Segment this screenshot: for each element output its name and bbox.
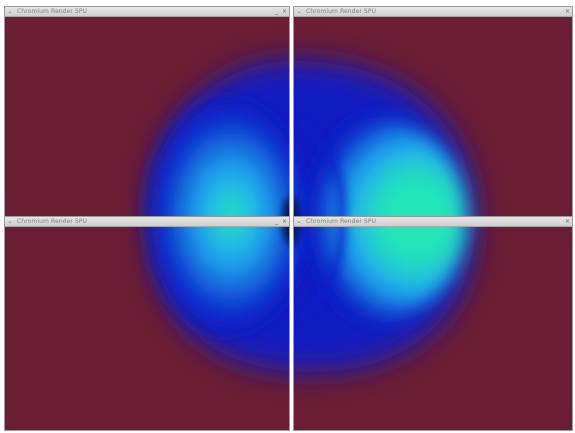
chevron-down-icon[interactable]: ⌄ — [296, 8, 302, 15]
render-window-bottom-left[interactable]: ⌄ Chromium Render SPU _ × — [4, 216, 290, 431]
render-window-top-right[interactable]: ⌄ Chromium Render SPU × — [293, 6, 573, 218]
render-window-bottom-right[interactable]: ⌄ Chromium Render SPU × — [293, 216, 573, 431]
window-titlebar[interactable]: ⌄ Chromium Render SPU _ × — [5, 217, 289, 227]
window-title: Chromium Render SPU — [17, 218, 88, 225]
close-icon[interactable]: × — [281, 8, 288, 15]
volume-render-svg — [5, 227, 289, 430]
chevron-down-icon[interactable]: ⌄ — [7, 8, 13, 15]
window-title: Chromium Render SPU — [17, 8, 88, 15]
close-icon[interactable]: × — [281, 218, 288, 225]
field-left-lobe — [141, 98, 289, 217]
volume-render-layer — [294, 227, 572, 430]
render-window-top-left[interactable]: ⌄ Chromium Render SPU _ × — [4, 6, 290, 218]
render-viewport[interactable] — [5, 227, 289, 430]
chevron-down-icon[interactable]: ⌄ — [296, 218, 302, 225]
volume-render-svg — [294, 227, 572, 430]
field-dark-core — [294, 227, 299, 244]
field-left-lobe — [141, 227, 289, 334]
minimize-icon[interactable]: _ — [275, 218, 278, 225]
window-titlebar[interactable]: ⌄ Chromium Render SPU _ × — [5, 7, 289, 17]
volume-render-svg — [5, 17, 289, 217]
volume-render-svg — [294, 17, 572, 217]
field-dark-core — [294, 198, 299, 217]
window-titlebar[interactable]: ⌄ Chromium Render SPU × — [294, 217, 572, 227]
close-icon[interactable]: × — [564, 218, 571, 225]
render-viewport[interactable] — [294, 227, 572, 430]
volume-render-layer — [5, 227, 289, 430]
volume-render-layer — [294, 17, 572, 217]
close-icon[interactable]: × — [564, 8, 571, 15]
window-title: Chromium Render SPU — [306, 218, 377, 225]
field-dark-core — [283, 227, 289, 245]
minimize-icon[interactable]: _ — [275, 8, 278, 15]
field-crease — [297, 117, 347, 217]
chevron-down-icon[interactable]: ⌄ — [7, 218, 13, 225]
field-crease — [297, 227, 347, 325]
volume-render-layer — [5, 17, 289, 217]
render-viewport[interactable] — [5, 17, 289, 217]
render-viewport[interactable] — [294, 17, 572, 217]
field-dark-core — [283, 197, 289, 217]
window-title: Chromium Render SPU — [306, 8, 377, 15]
window-titlebar[interactable]: ⌄ Chromium Render SPU × — [294, 7, 572, 17]
